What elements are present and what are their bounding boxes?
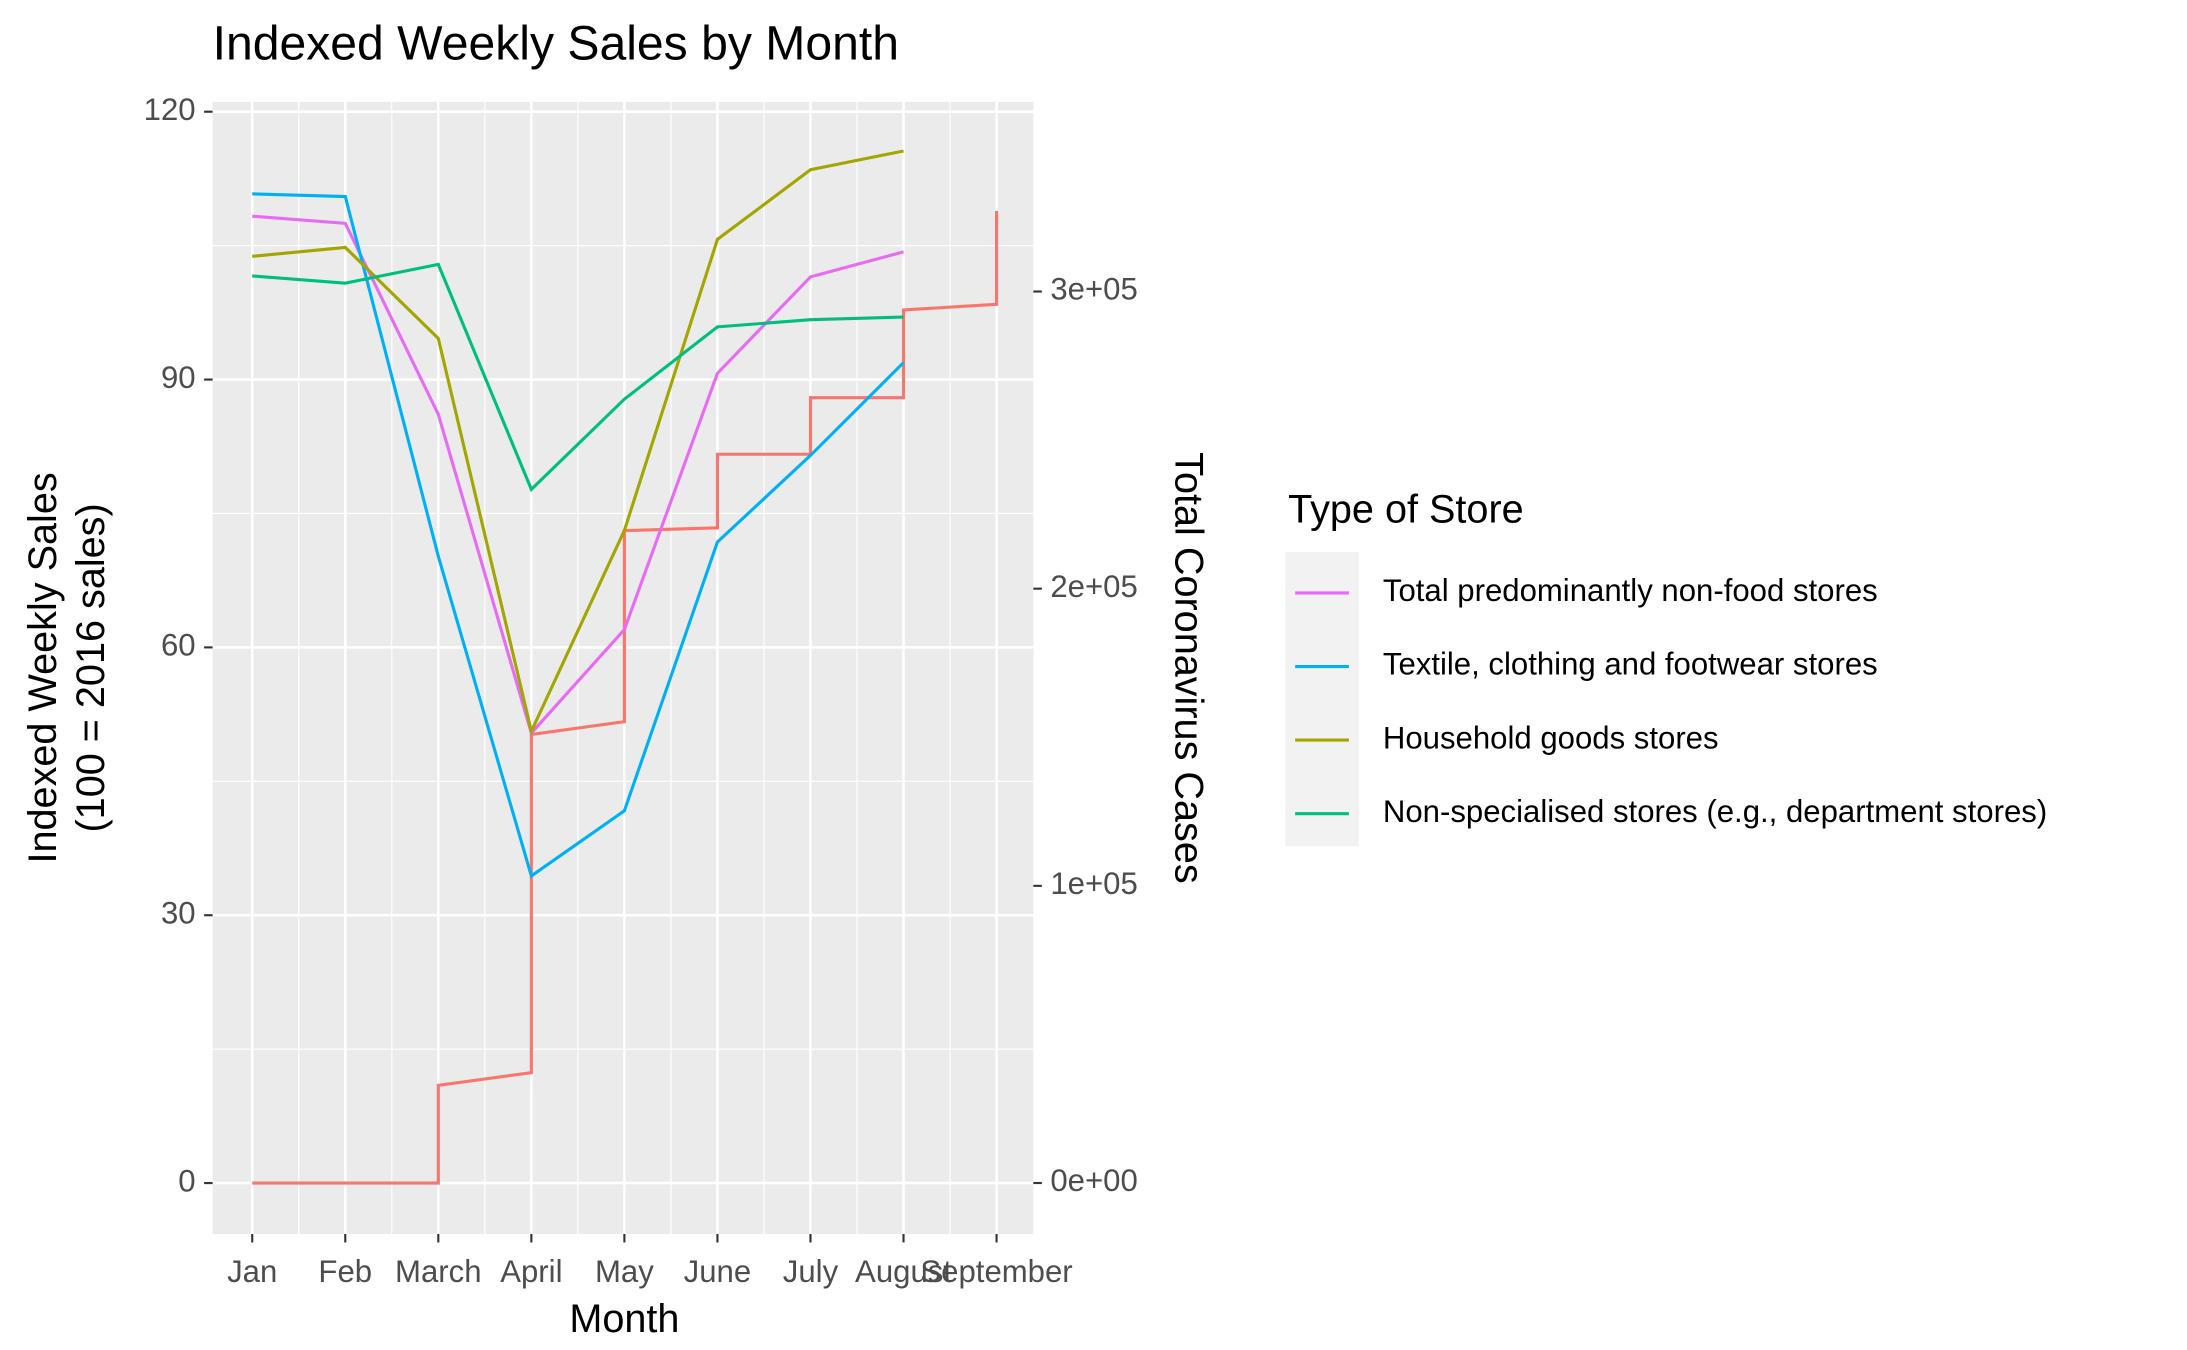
x-axis-title: Month [569,1297,679,1341]
y-axis-title: (100 = 2016 sales) [69,503,113,832]
x-tick-label: July [783,1254,839,1289]
x-tick-label: August [855,1254,952,1289]
x-tick-label: September [920,1254,1072,1289]
y-axis-title: Indexed Weekly Sales [21,472,65,863]
x-tick-label: March [395,1254,481,1289]
y2-tick-label: 2e+05 [1050,569,1137,604]
x-tick-label: Jan [227,1254,277,1289]
y-tick-label: 0 [178,1163,195,1198]
legend-key-background [1285,551,1359,847]
y2-axis-title: Total Coronavirus Cases [1167,452,1211,883]
y-tick-label: 30 [161,895,196,930]
x-tick-label: June [684,1254,752,1289]
x-tick-label: April [500,1254,562,1289]
series-line [252,192,905,879]
legend-label: Non-specialised stores (e.g., department… [1383,794,2047,829]
y-tick-label: 60 [161,628,196,663]
x-tick-label: Feb [318,1254,372,1289]
series-line [252,149,904,737]
series-line [252,262,904,493]
legend-label: Household goods stores [1383,720,1719,755]
legend-label: Total predominantly non-food stores [1383,573,1878,608]
y2-tick-label: 3e+05 [1050,272,1137,307]
chart-title: Indexed Weekly Sales by Month [213,16,899,70]
y-tick-label: 120 [144,92,196,127]
cases-line [252,210,999,1185]
legend-title: Type of Store [1288,488,1524,532]
legend-label: Textile, clothing and footwear stores [1383,647,1878,682]
y2-tick-label: 0e+00 [1050,1163,1137,1198]
y-tick-label: 90 [161,360,196,395]
x-tick-label: May [595,1254,654,1289]
y2-tick-label: 1e+05 [1050,866,1137,901]
